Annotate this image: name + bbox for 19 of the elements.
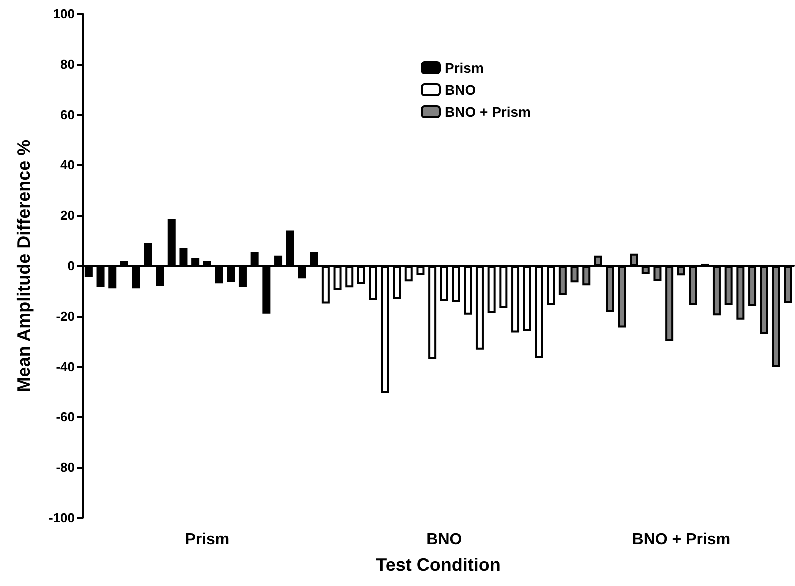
x-tick-label: BNO <box>426 532 462 548</box>
y-axis-title: Mean Amplitude Difference % <box>14 140 34 392</box>
x-tick-label: Prism <box>185 532 230 548</box>
y-tick-label: 40 <box>60 158 75 173</box>
y-tick-label: -80 <box>56 460 75 476</box>
x-axis-title: Test Condition <box>376 555 501 575</box>
y-tick-label: 100 <box>53 6 75 22</box>
y-tick-label: -20 <box>56 308 75 324</box>
y-tick-label: -40 <box>56 359 75 374</box>
y-tick-label: -60 <box>56 410 75 425</box>
y-tick-label: 20 <box>60 208 75 224</box>
y-tick-label: -100 <box>48 510 75 526</box>
y-tick-label: 60 <box>60 107 75 122</box>
y-tick-label: 0 <box>68 258 75 274</box>
x-tick-label: BNO + Prism <box>632 532 731 548</box>
y-tick-label: 80 <box>60 56 75 72</box>
legend-label: Prism <box>445 60 484 76</box>
legend-label: BNO + Prism <box>445 104 531 120</box>
legend-label: BNO <box>445 82 476 98</box>
